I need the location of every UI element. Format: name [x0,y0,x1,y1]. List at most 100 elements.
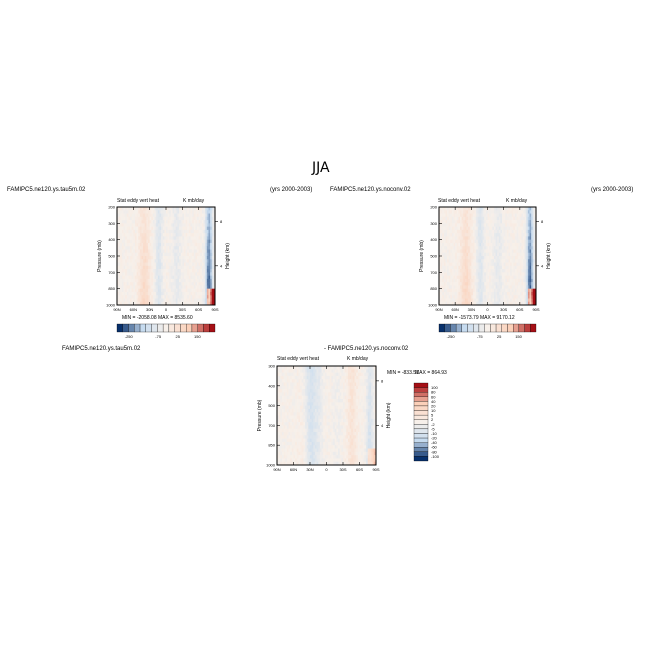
heatmap-cell [310,395,312,400]
heatmap-cell [172,259,175,263]
heatmap-cell [166,207,168,211]
heatmap-cell [291,441,294,446]
heatmap-cell [185,259,188,263]
heatmap-cell [146,216,149,221]
heatmap-cell [188,265,191,270]
heatmap-cell [505,282,508,286]
heatmap-cell [177,213,180,218]
heatmap-cell [138,262,141,267]
heatmap-cell [136,282,139,286]
heatmap-cell [453,275,456,280]
heatmap-cell [497,291,500,296]
heatmap-cell [283,425,286,429]
heatmap-cell [482,252,485,257]
heatmap-cell [277,422,279,426]
heatmap-cell [148,239,150,244]
heatmap-cell [167,256,170,260]
heatmap-cell [511,252,514,257]
heatmap-cell [450,269,453,273]
heatmap-cell [130,226,132,231]
heatmap-cell [481,275,483,280]
heatmap-cell [498,220,501,224]
heatmap-cell [448,256,451,260]
heatmap-cell [195,285,198,289]
heatmap-cell [200,246,203,250]
heatmap-cell [326,428,329,433]
heatmap-cell [296,448,299,453]
heatmap-cell [518,298,521,303]
heatmap-cell [174,285,177,289]
heatmap-cell [502,265,504,270]
heatmap-cell [487,256,490,260]
heatmap-cell [518,233,521,237]
heatmap-cell [161,229,164,234]
heatmap-cell [277,405,279,410]
heatmap-cell [503,233,506,237]
heatmap-cell [344,392,347,396]
heatmap-cell [534,265,537,270]
heatmap-cell [125,285,128,289]
heatmap-cell [291,379,294,383]
heatmap-cell [326,402,329,406]
heatmap-cell [534,226,537,231]
heatmap-cell [280,379,283,383]
heatmap-cell [451,226,454,231]
heatmap-cell [117,236,119,240]
heatmap-cell [513,291,516,296]
heatmap-cell [126,229,129,234]
heatmap-cell [285,399,288,403]
heatmap-cell [154,288,157,293]
heatmap-cell [321,408,324,413]
heatmap-cell [453,249,456,254]
heatmap-cell [311,448,314,453]
heatmap-cell [306,415,309,420]
heatmap-cell [314,405,317,410]
heatmap-cell [121,256,124,260]
heatmap-cell [506,242,509,247]
heatmap-cell [482,282,485,286]
heatmap-cell [493,259,496,263]
heatmap-cell [311,441,314,446]
heatmap-cell [211,216,214,221]
heatmap-cell [143,246,146,250]
heatmap-cell [211,213,214,218]
heatmap-cell [463,298,466,303]
heatmap-cell [281,395,284,400]
heatmap-cell [117,239,119,244]
heatmap-cell [524,262,527,267]
heatmap-cell [329,399,332,403]
colorbar-box [186,323,193,333]
heatmap-cell [286,408,289,413]
heatmap-cell [526,220,529,224]
heatmap-cell [318,458,321,462]
heatmap-cell [314,399,317,403]
heatmap-cell [157,272,160,276]
heatmap-cell [500,295,503,299]
heatmap-cell [205,233,208,237]
heatmap-cell [311,379,314,383]
colorbar-label: 150 [515,334,522,339]
heatmap-cell [213,282,216,286]
heatmap-cell [532,246,535,250]
heatmap-cell [532,220,535,224]
heatmap-cell [148,216,150,221]
heatmap-cell [121,291,124,296]
heatmap-cell [338,399,340,403]
heatmap-cell [481,242,483,247]
heatmap-cell [518,265,521,270]
heatmap-cell [506,291,509,296]
heatmap-cell [144,295,147,299]
heatmap-cell [334,369,337,373]
heatmap-cell [531,220,534,224]
heatmap-cell [511,213,514,218]
heatmap-cell [469,226,472,231]
heatmap-cell [487,226,490,231]
heatmap-cell [293,379,296,383]
heatmap-cell [343,399,345,403]
heatmap-cell [130,213,132,218]
heatmap-cell [477,272,480,276]
heatmap-cell [200,275,203,280]
heatmap-cell [148,262,150,267]
heatmap-cell [516,295,519,299]
